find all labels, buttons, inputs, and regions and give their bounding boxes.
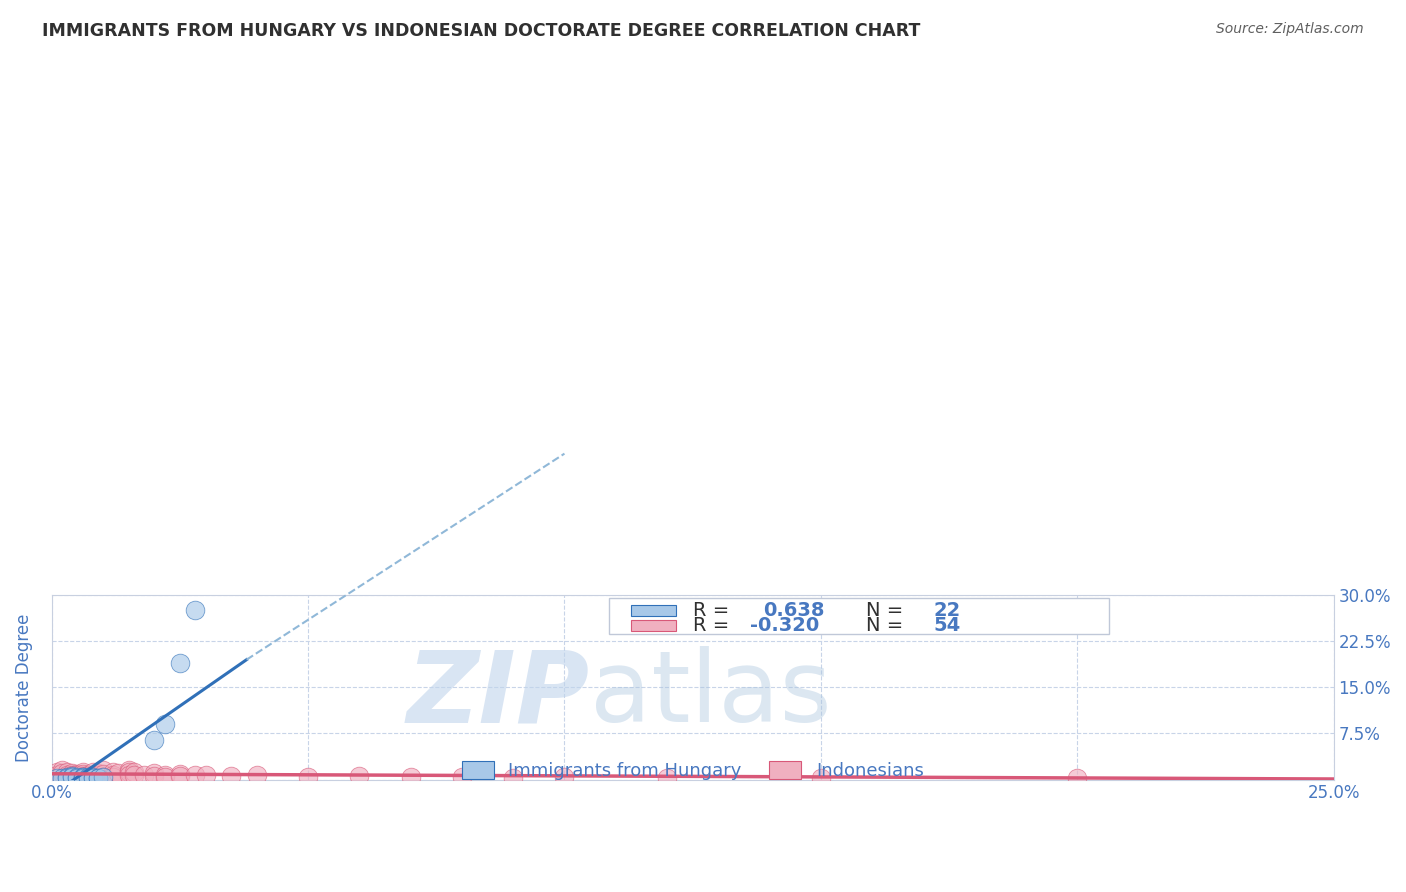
Point [103,767,125,781]
Point [72,770,94,784]
Text: R =: R = [693,616,735,635]
Point [169,767,191,781]
Point [349,769,371,783]
Text: Source: ZipAtlas.com: Source: ZipAtlas.com [1216,22,1364,37]
Point [66,770,89,784]
Point [87,768,110,782]
Point [153,717,176,731]
FancyBboxPatch shape [609,598,1109,634]
Point [45,765,67,780]
Point [76,769,98,783]
Text: 54: 54 [934,616,960,635]
Point [51,764,73,778]
Point [56,770,79,784]
Point [51,766,73,780]
Text: atlas: atlas [591,646,832,743]
Point [169,656,191,670]
Point [87,766,110,780]
Point [66,771,89,785]
Text: IMMIGRANTS FROM HUNGARY VS INDONESIAN DOCTORATE DEGREE CORRELATION CHART: IMMIGRANTS FROM HUNGARY VS INDONESIAN DO… [42,22,921,40]
FancyBboxPatch shape [631,620,676,631]
Point [91,764,114,778]
Point [66,768,89,782]
Point [184,768,207,782]
Point [60,769,83,783]
Point [56,771,79,785]
Point [810,771,832,785]
Point [66,767,89,781]
Point [60,767,83,781]
Legend: Immigrants from Hungary, Indonesians: Immigrants from Hungary, Indonesians [454,754,931,788]
Point [72,765,94,780]
Point [91,770,114,784]
Text: N =: N = [866,616,910,635]
Point [1066,772,1088,786]
Point [51,771,73,785]
Point [72,769,94,783]
Point [82,771,104,785]
Point [132,767,155,781]
Text: -0.320: -0.320 [751,616,820,635]
Point [246,768,269,782]
Point [143,732,166,747]
Point [502,771,524,785]
Point [451,770,474,784]
Point [82,767,104,781]
Y-axis label: Doctorate Degree: Doctorate Degree [15,613,32,762]
Point [107,766,129,780]
Point [184,603,207,617]
Point [56,765,79,780]
Point [72,771,94,785]
Point [103,770,125,784]
Point [153,770,176,784]
Point [118,765,141,780]
Text: N =: N = [866,601,910,620]
Text: 22: 22 [934,601,960,620]
Point [72,770,94,784]
Point [82,770,104,784]
Point [60,766,83,780]
Point [122,765,145,780]
Point [297,770,319,784]
Point [91,770,114,784]
Point [82,765,104,780]
Point [87,772,110,786]
Point [60,770,83,784]
Point [194,767,217,781]
Point [72,767,94,781]
Point [143,766,166,780]
Point [56,770,79,784]
FancyBboxPatch shape [631,606,676,616]
Point [143,769,166,783]
Point [118,767,141,781]
Text: R =: R = [693,601,735,620]
Point [45,767,67,781]
Point [118,764,141,778]
Point [76,767,98,781]
Point [76,771,98,785]
Text: ZIP: ZIP [408,646,591,743]
Point [169,769,191,783]
Point [91,767,114,781]
Point [60,769,83,783]
Point [45,772,67,786]
Point [76,770,98,784]
Text: 0.638: 0.638 [763,601,825,620]
Point [553,770,575,784]
Point [655,771,678,785]
Point [122,768,145,782]
Point [219,769,242,783]
Point [82,770,104,784]
Point [399,770,422,784]
Point [153,767,176,781]
Point [103,765,125,780]
Point [56,767,79,781]
Point [87,771,110,785]
